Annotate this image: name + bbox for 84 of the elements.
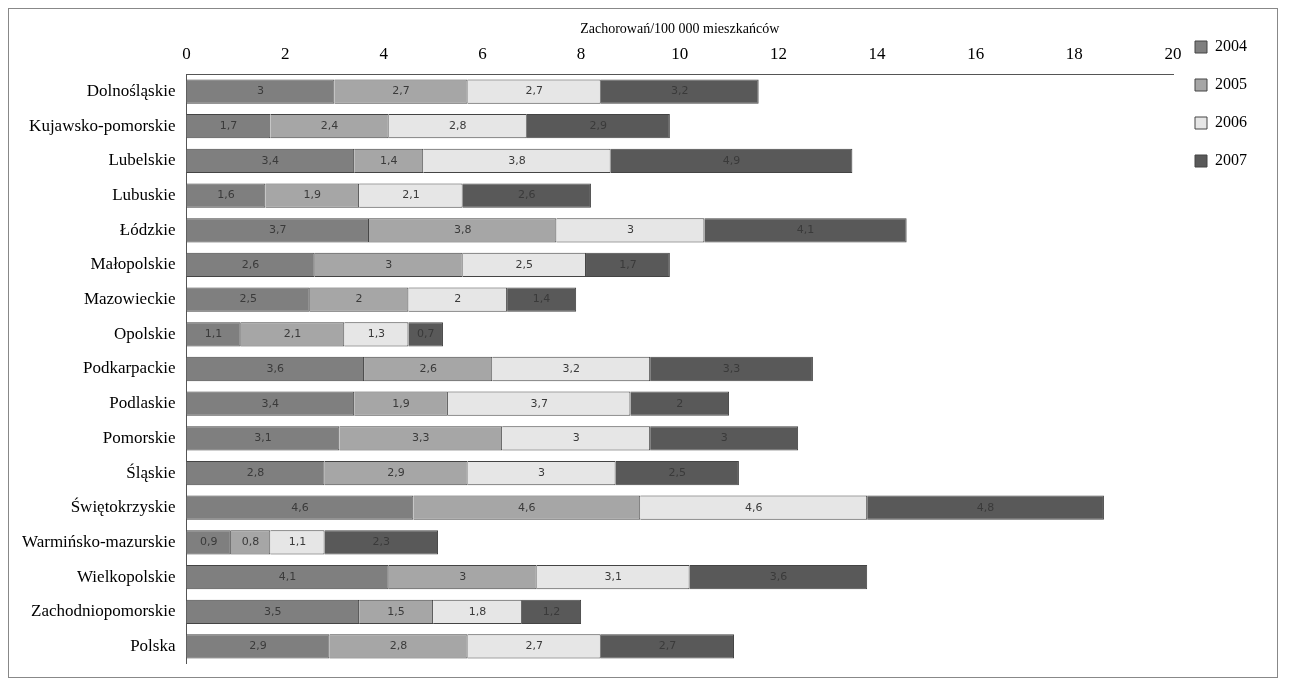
data-label: 1,6 (217, 188, 235, 202)
y-tick-label: Zachodniopomorskie (31, 601, 176, 621)
data-label: 1,1 (288, 535, 307, 549)
data-label: 3,7 (530, 396, 548, 410)
x-tick-label: 2 (280, 44, 290, 64)
y-tick-label: Podlaskie (109, 393, 176, 413)
data-label: 2,1 (283, 327, 302, 341)
x-tick-label: 8 (576, 44, 586, 64)
y-tick-label: Lubelskie (108, 150, 176, 170)
data-label: 2 (454, 292, 462, 306)
data-label: 3,4 (261, 396, 280, 410)
x-tick-label: 0 (182, 44, 191, 64)
data-label: 4,6 (744, 500, 763, 514)
data-label: 2,5 (515, 257, 534, 271)
x-tick-label: 20 (1164, 44, 1182, 64)
data-label: 3,1 (604, 569, 622, 583)
data-label: 2,8 (246, 465, 265, 479)
x-tick-label: 18 (1065, 44, 1083, 64)
x-tick-label: 10 (671, 44, 689, 64)
legend-label: 2006 (1215, 113, 1247, 131)
data-label: 1,7 (219, 119, 238, 133)
data-label: 3 (572, 431, 580, 445)
y-tick-label: Małopolskie (90, 254, 176, 274)
data-label: 3,3 (412, 431, 430, 445)
data-label: 4,1 (278, 569, 297, 583)
data-label: 2 (355, 292, 363, 306)
legend-label: 2005 (1215, 75, 1247, 93)
x-tick-label: 6 (478, 44, 487, 64)
y-tick-label: Polska (130, 635, 176, 655)
y-tick-label: Śląskie (126, 462, 176, 482)
y-tick-label: Pomorskie (102, 427, 176, 447)
data-label: 3 (626, 223, 634, 237)
data-label: 2,7 (392, 84, 410, 98)
data-label: 1,9 (303, 188, 322, 202)
y-tick-label: Łódzkie (119, 219, 176, 239)
data-label: 3,6 (266, 361, 285, 375)
data-label: 2,8 (389, 639, 408, 653)
y-tick-label: Mazowieckie (83, 289, 176, 309)
y-tick-label: Podkarpackie (82, 358, 176, 378)
data-label: 1,1 (204, 327, 223, 341)
data-label: 3 (385, 257, 393, 271)
data-label: 4,6 (518, 500, 536, 514)
data-label: 2,7 (525, 639, 543, 653)
data-label: 1,5 (387, 604, 405, 618)
y-tick-label: Opolskie (114, 323, 176, 343)
data-label: 0,9 (199, 535, 218, 549)
y-tick-label: Wielkopolskie (77, 566, 176, 586)
data-label: 3 (459, 569, 467, 583)
x-axis-title: Zachorowań/100 000 mieszkańców (580, 21, 781, 37)
y-tick-label: Warmińsko-mazurskie (21, 531, 176, 551)
data-label: 3,5 (264, 604, 282, 618)
data-label: 2,6 (419, 361, 437, 375)
data-label: 0,8 (241, 535, 260, 549)
y-tick-label: Kujawsko-pomorskie (29, 115, 176, 135)
x-tick-label: 4 (379, 44, 389, 64)
x-tick-label: 12 (769, 44, 787, 64)
data-label: 3,8 (453, 223, 472, 237)
data-label: 3 (538, 465, 546, 479)
data-label: 2,9 (249, 639, 267, 653)
x-tick-label: 16 (967, 44, 985, 64)
data-label: 2,6 (241, 257, 260, 271)
legend-label: 2007 (1215, 151, 1247, 169)
data-label: 3,2 (562, 361, 580, 375)
data-label: 2,8 (449, 119, 467, 133)
y-tick-label: Dolnośląskie (86, 81, 176, 101)
data-label: 2,5 (239, 292, 257, 306)
legend-label: 2004 (1215, 37, 1247, 55)
data-label: 1,8 (468, 604, 487, 618)
data-label: 4,6 (291, 500, 309, 514)
data-label: 3 (256, 84, 264, 98)
data-label: 1,9 (392, 396, 410, 410)
data-label: 3,7 (268, 223, 287, 237)
data-label: 3,1 (254, 431, 272, 445)
y-tick-label: Świętokrzyskie (70, 497, 176, 517)
x-tick-label: 14 (868, 44, 887, 64)
y-tick-label: Lubuskie (112, 185, 176, 205)
data-label: 2,1 (402, 188, 420, 202)
data-label: 2,4 (320, 119, 339, 133)
data-label: 2,7 (525, 84, 543, 98)
data-label: 2,9 (387, 465, 405, 479)
data-label: 1,3 (367, 327, 386, 341)
data-label: 1,4 (379, 153, 398, 167)
data-label: 3,4 (261, 153, 280, 167)
data-label: 3,8 (508, 153, 526, 167)
